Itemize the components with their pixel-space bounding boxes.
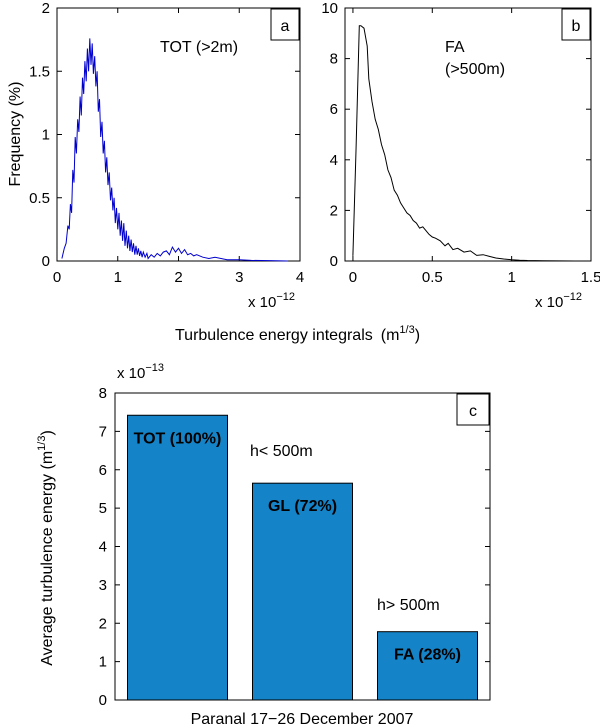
panel-c-ytick-label: 8: [99, 385, 107, 402]
panel-b-ytick-label: 8: [330, 51, 338, 68]
panel-c-ytick-label: 5: [99, 500, 107, 517]
panel-a-annotation: TOT (>2m): [160, 39, 238, 56]
bar-2: [377, 631, 478, 701]
panel-b-ytick-label: 6: [330, 101, 338, 118]
panel-a-label: a: [281, 18, 290, 35]
panel-a-label-box: [270, 8, 300, 41]
panel-a-xtick-label: 4: [296, 269, 304, 286]
bar-label-2: FA (28%): [394, 647, 461, 664]
panel-b-axes-box: [344, 7, 592, 262]
panel-b-annotation-line-2: (>500m): [445, 61, 505, 78]
bar-0: [127, 414, 228, 701]
bar-label-1: GL (72%): [268, 498, 337, 515]
panel-c-annotation-low: h< 500m: [250, 443, 313, 460]
panel-c-ytick-label: 6: [99, 462, 107, 479]
panel-a-xtick-label: 1: [114, 269, 122, 286]
panel-b-xtick-label: 1.5: [581, 269, 600, 286]
bar-label-0: TOT (100%): [134, 430, 222, 447]
panel-b: 0 2 4 6 8 10 0 0.5 1 1.5 FA (>500m) b x 10−12: [321, 0, 600, 311]
panel-b-xtick-label: 0.5: [422, 269, 443, 286]
panel-c-ytick-label: 2: [99, 615, 107, 632]
panel-b-ytick-label: 2: [330, 202, 338, 219]
panel-b-ytick-label: 4: [330, 152, 338, 169]
panel-c-ytick-label: 0: [99, 692, 107, 709]
panel-b-ytick-label: 10: [321, 0, 338, 17]
panel-c-annotation-high: h> 500m: [377, 597, 440, 614]
panel-b-series-line: [352, 25, 576, 262]
panel-c-xlabel: Paranal 17−26 December 2007: [191, 711, 414, 728]
panel-a-xtick-label: 0: [53, 269, 61, 286]
panel-c-ylabel: Average turbulence energy (m1/3): [36, 430, 56, 666]
panel-a-ytick-label: 2: [42, 0, 50, 17]
panel-c-label-box: [456, 393, 490, 426]
panel-a-ytick-label: 1: [42, 127, 50, 144]
panel-c-ytick-label: 1: [99, 654, 107, 671]
panel-b-annotation-line-1: FA: [445, 39, 465, 56]
panel-b-xtick-label: 1: [507, 269, 515, 286]
panel-a-x-multiplier: x 10−12: [248, 291, 295, 311]
panel-b-x-multiplier: x 10−12: [535, 291, 582, 311]
panel-a-xtick-label: 3: [235, 269, 243, 286]
panel-a-series-line: [61, 38, 288, 262]
panel-a-axes-box: [56, 7, 301, 262]
panel-c: TOT (100%) GL (72%) FA (28%) 0 1 2 3 4 5 6 7 8 x 1…: [36, 362, 491, 728]
panel-a-ytick-label: 1.5: [29, 63, 50, 80]
panel-c-ytick-label: 7: [99, 423, 107, 440]
panel-b-ytick-label: 0: [330, 253, 338, 270]
panel-b-label-box: [561, 8, 591, 41]
panel-c-label: c: [469, 403, 477, 420]
panel-a-xtick-label: 2: [174, 269, 182, 286]
panel-a-ylabel: Frequency (%): [7, 82, 24, 187]
panel-c-y-multiplier: x 10−13: [117, 362, 164, 382]
bar-1: [252, 482, 353, 701]
panel-c-ytick-label: 3: [99, 577, 107, 594]
shared-xlabel: Turbulence energy integrals (m1/3): [175, 324, 420, 344]
panel-c-ytick-label: 4: [99, 539, 107, 556]
panel-a-ytick-label: 0: [42, 253, 50, 270]
panel-b-xtick-label: 0: [349, 269, 357, 286]
panel-a-ytick-label: 0.5: [29, 190, 50, 207]
panel-b-label: b: [572, 18, 581, 35]
